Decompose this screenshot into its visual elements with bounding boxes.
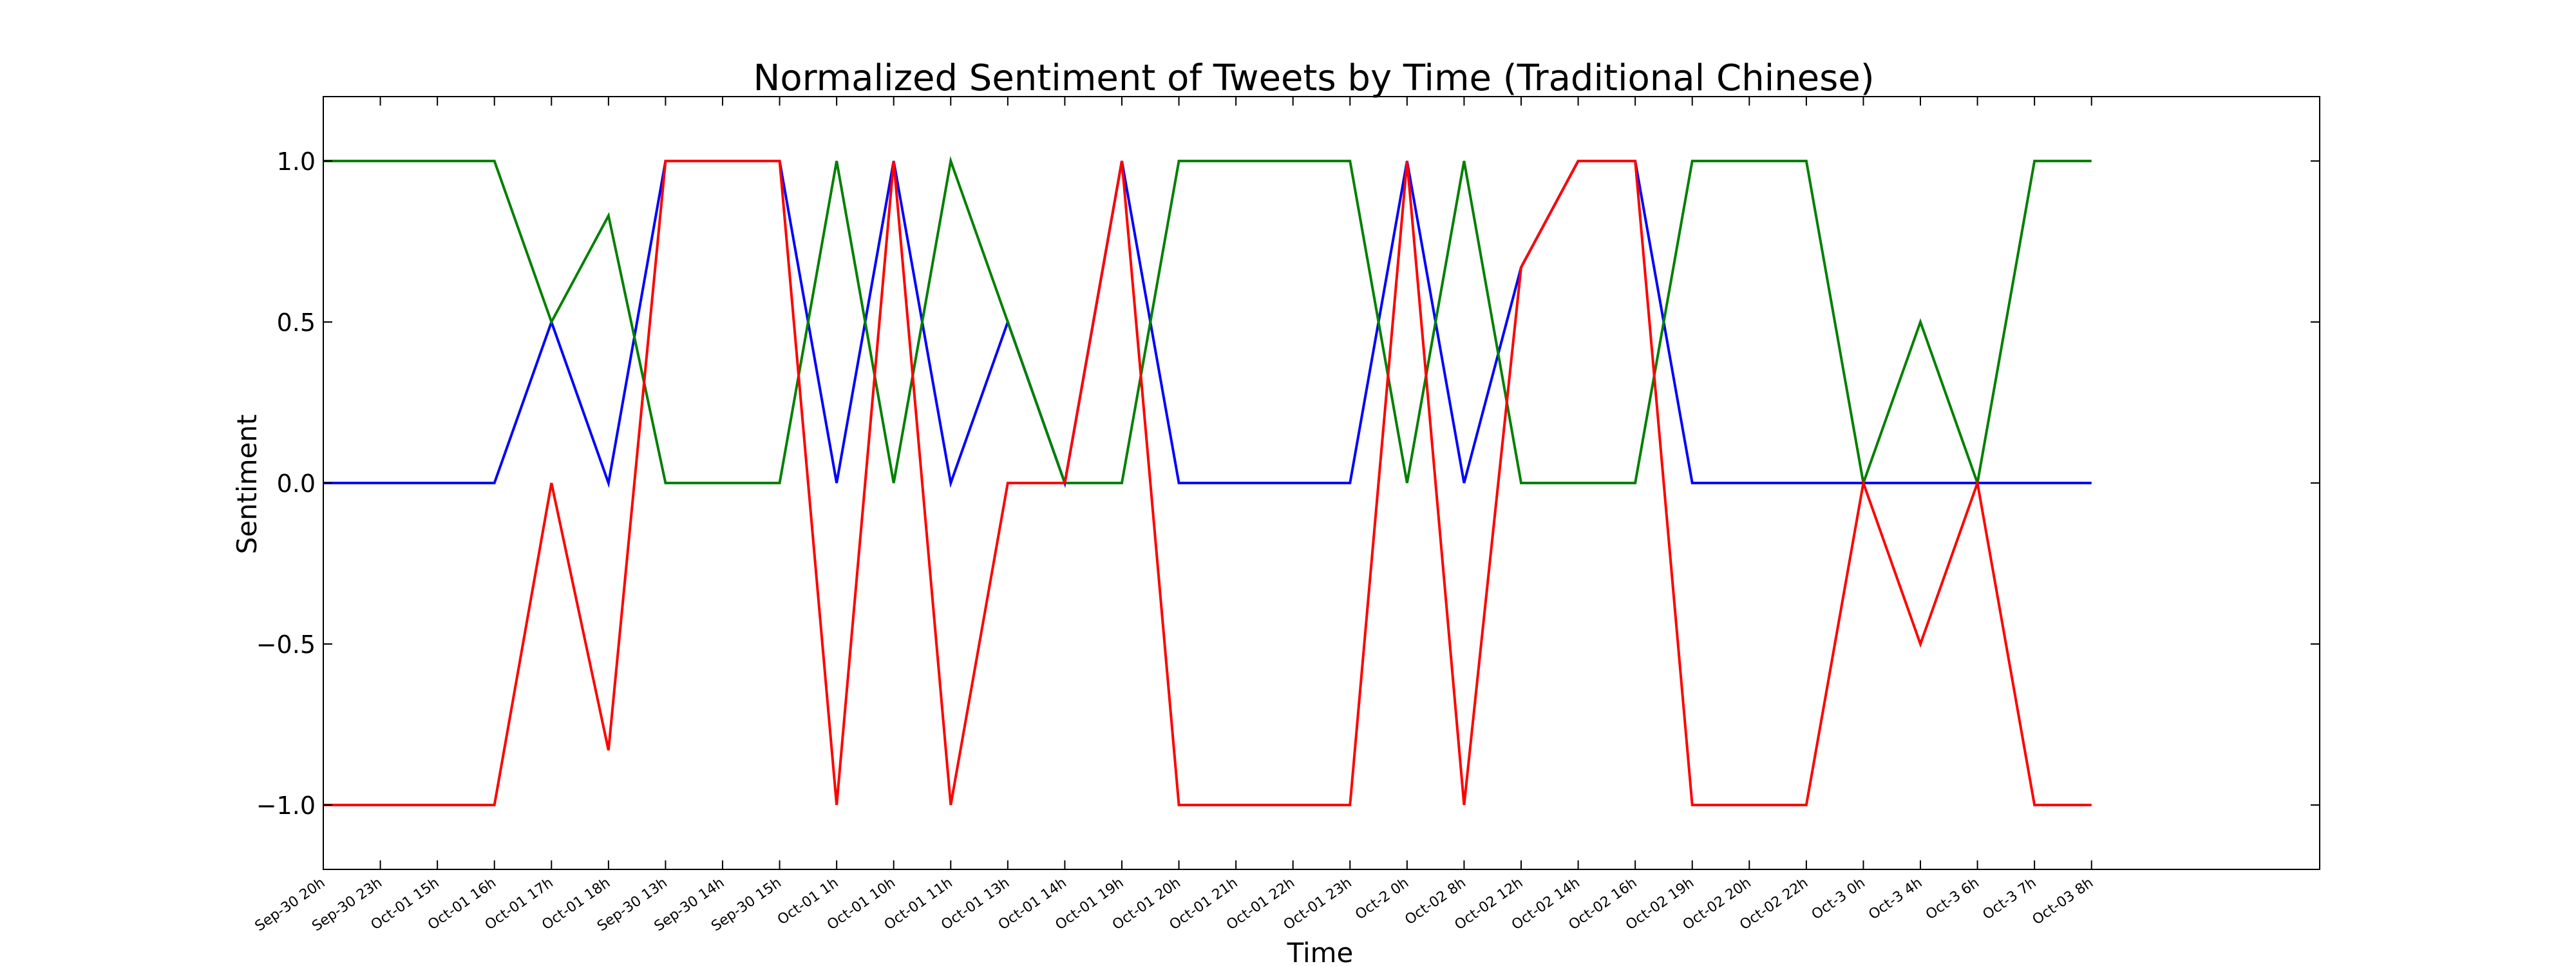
y-tick-label: 0.0: [277, 469, 316, 498]
y-axis-label: Sentiment: [231, 414, 263, 554]
y-tick-label: 0.5: [277, 308, 316, 337]
x-tick-label: Oct-3 0h: [1809, 875, 1868, 923]
x-axis-label: Time: [1287, 937, 1354, 966]
series-line-2: [323, 160, 2092, 806]
y-tick-label: 1.0: [277, 147, 316, 176]
y-ticks: 1.0 0.5 0.0 −0.5 −1.0: [256, 147, 2320, 820]
chart-title: Normalized Sentiment of Tweets by Time (…: [753, 57, 1874, 99]
series-line-0: [323, 160, 2092, 488]
x-tick-label: Oct-3 6h: [1923, 875, 1982, 923]
x-tick-label: Oct-03 8h: [2030, 875, 2097, 928]
plot-area-frame: [323, 96, 2320, 870]
y-tick-label: −1.0: [256, 791, 316, 820]
series-layer: [323, 156, 2092, 806]
y-tick-label: −0.5: [256, 630, 316, 659]
x-tick-label: Oct-3 4h: [1866, 875, 1925, 923]
series-line-1: [323, 156, 2092, 488]
